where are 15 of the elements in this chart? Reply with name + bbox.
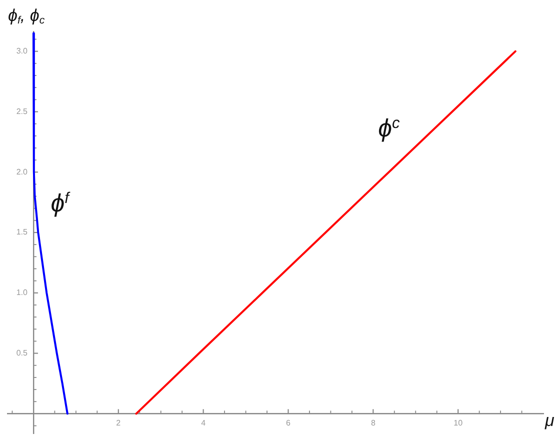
y-tick-label: 0.5	[16, 348, 28, 358]
annotation: ϕ$^{c}$	[378, 114, 400, 143]
x-tick-label: 8	[370, 418, 376, 428]
x-axis-title: μ	[545, 410, 554, 430]
x-tick-label: 4	[201, 418, 206, 428]
y-axis-title: ϕ$_{f}$, ϕ$_{c}$	[8, 6, 45, 27]
x-tick-label: 10	[454, 418, 464, 428]
y-tick-label: 1.0	[16, 288, 28, 298]
annotation: ϕ$^{f}$	[50, 189, 69, 218]
x-tick-label: 6	[286, 418, 292, 428]
y-tick-label: 3.0	[16, 46, 28, 56]
y-tick-label: 2.0	[16, 167, 28, 176]
x-tick-label: 2	[116, 418, 122, 428]
y-tick-label: 1.5	[16, 228, 28, 237]
y-tick-label: 2.5	[16, 106, 28, 116]
